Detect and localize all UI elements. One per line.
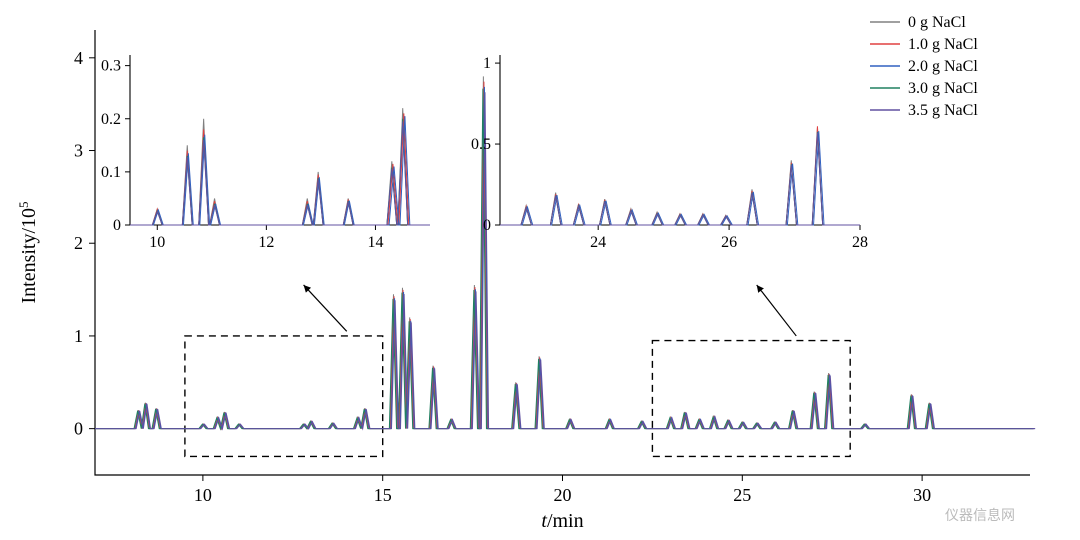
inset-left-xtick: 14 (367, 234, 383, 251)
legend-label-s3: 3.0 g NaCl (908, 80, 978, 97)
inset-left-ytick: 0.3 (101, 58, 121, 75)
y-axis-label: Intensity/105 (16, 201, 41, 303)
inset-left-series-s2 (130, 116, 430, 225)
inset-left-series-s1 (130, 113, 430, 225)
inset-right-xtick: 26 (721, 234, 737, 251)
inset-right-xtick: 28 (852, 234, 868, 251)
inset-left-axes (130, 55, 430, 225)
chart-svg: 101520253001234t/minIntensity/1051012140… (0, 0, 1080, 540)
main-xtick-label: 20 (554, 485, 572, 505)
inset-left-xtick: 12 (258, 234, 274, 251)
main-ytick-label: 4 (74, 48, 83, 68)
inset-right-series-s2 (500, 131, 860, 225)
main-series-s2 (95, 87, 1035, 429)
zoom-arrow (757, 285, 797, 336)
main-ytick-label: 0 (74, 419, 83, 439)
inset-left-ytick: 0 (113, 217, 121, 234)
zoom-arrow (304, 285, 347, 331)
main-series-s0 (95, 76, 1034, 428)
main-series-s1 (95, 82, 1034, 429)
legend-label-s0: 0 g NaCl (908, 14, 966, 31)
inset-right-axes (500, 55, 860, 225)
inset-left-series-s4 (130, 121, 430, 225)
zoom-box (185, 336, 383, 457)
inset-left-ytick: 0.2 (101, 111, 121, 128)
main-ytick-label: 1 (74, 326, 83, 346)
inset-left-series-s3 (130, 119, 430, 225)
inset-left-series-s0 (130, 108, 430, 225)
inset-left-ytick: 0.1 (101, 164, 121, 181)
main-xtick-label: 15 (374, 485, 392, 505)
legend-label-s4: 3.5 g NaCl (908, 102, 978, 119)
watermark: 仪器信息网 (945, 507, 1015, 523)
main-series-s3 (95, 89, 1033, 429)
zoom-box (652, 341, 850, 457)
x-axis-label: t/min (541, 510, 583, 532)
inset-left-xtick: 10 (149, 234, 165, 251)
inset-right-xtick: 24 (590, 234, 606, 251)
inset-right-ytick: 0.5 (471, 136, 491, 153)
chromatogram-figure: 101520253001234t/minIntensity/1051012140… (0, 0, 1080, 540)
main-xtick-label: 30 (913, 485, 931, 505)
main-xtick-label: 10 (194, 485, 212, 505)
main-axes (95, 30, 1030, 475)
inset-right-ytick: 0 (483, 217, 491, 234)
main-ytick-label: 2 (74, 233, 83, 253)
legend-label-s1: 1.0 g NaCl (908, 36, 978, 53)
main-ytick-label: 3 (74, 141, 83, 161)
main-xtick-label: 25 (733, 485, 751, 505)
legend-label-s2: 2.0 g NaCl (908, 58, 978, 75)
main-series-s4 (95, 92, 1035, 428)
inset-right-ytick: 1 (483, 55, 491, 72)
